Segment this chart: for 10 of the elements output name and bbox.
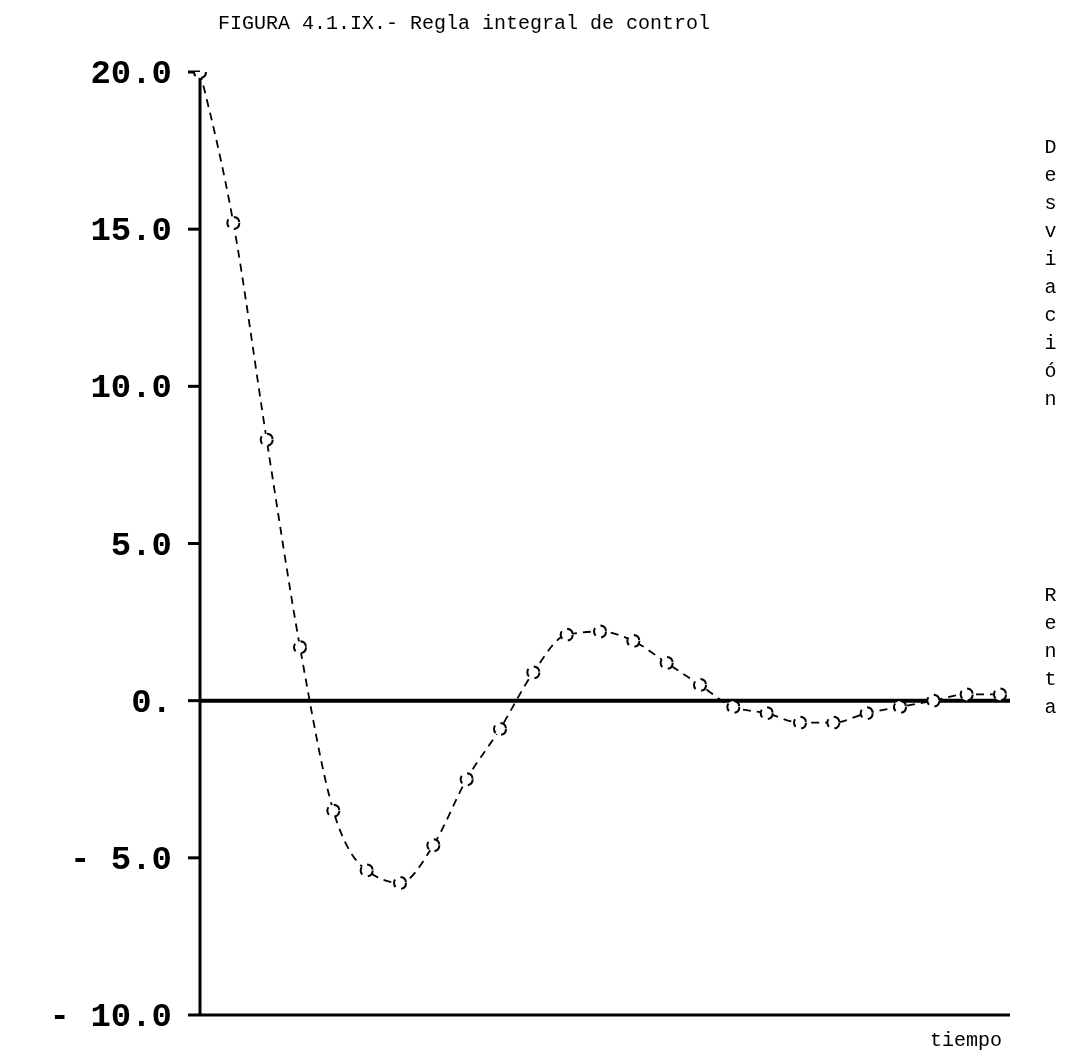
y-tick-label: 20.0	[90, 55, 172, 93]
y-tick-label: 0.	[131, 683, 172, 722]
y-axis-title: Desviación Renta	[1038, 136, 1062, 724]
chart-title: FIGURA 4.1.IX.- Regla integral de control	[218, 12, 711, 35]
y-tick-label: 10.0	[90, 369, 172, 408]
x-axis-title: tiempo	[929, 1029, 1002, 1052]
y-tick-label: 5.0	[110, 526, 172, 565]
y-tick-label: - 10.0	[49, 998, 172, 1036]
y-tick-label: 15.0	[90, 212, 172, 251]
y-tick-label: - 5.0	[69, 840, 172, 879]
